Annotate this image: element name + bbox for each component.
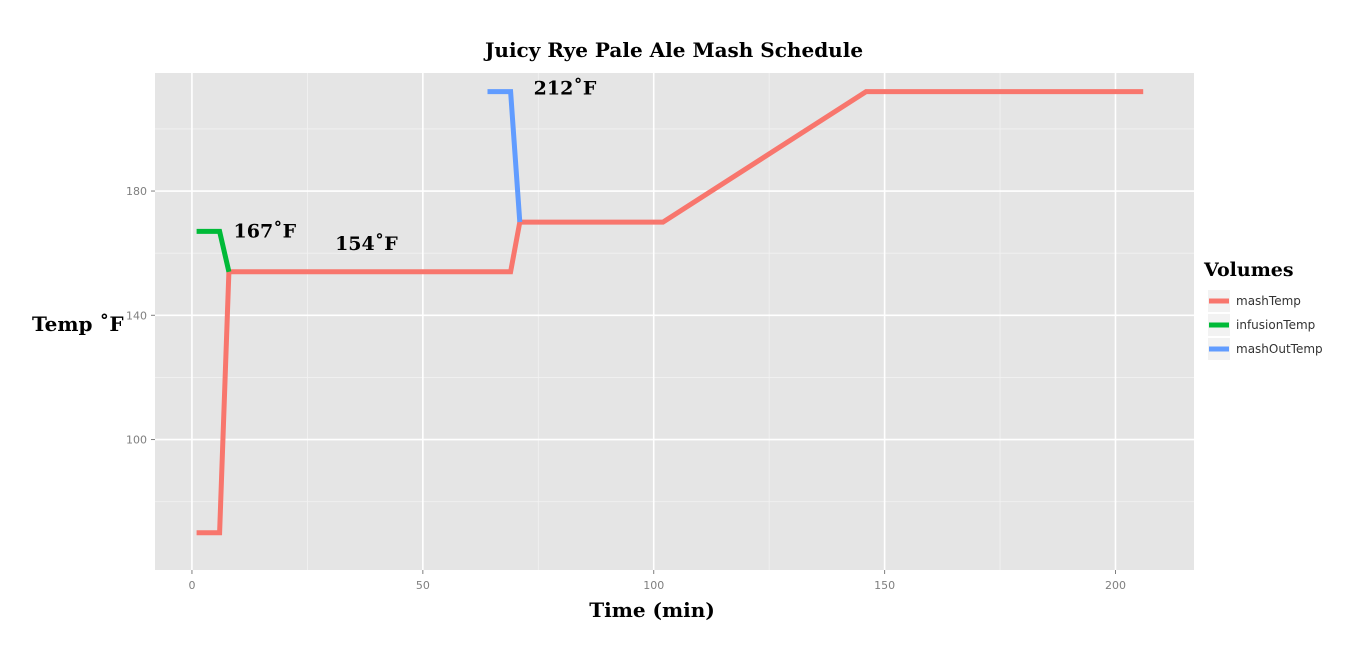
x-tick-label: 200 [1105,579,1126,592]
legend-label-mashTemp: mashTemp [1236,294,1301,308]
x-tick-label: 100 [643,579,664,592]
x-tick-label: 0 [188,579,195,592]
x-tick-label: 150 [874,579,895,592]
y-tick-label: 100 [126,434,147,447]
legend-label-mashOutTemp: mashOutTemp [1236,342,1323,356]
x-axis-title: Time (min) [589,598,715,622]
series-line-mashOutTemp [487,89,523,223]
plot-panel [155,73,1194,570]
y-tick-label: 180 [126,185,147,198]
legend-title: Volumes [1203,259,1294,281]
y-tick-label: 140 [126,309,147,322]
annotation-label: 212˚F [534,77,597,100]
series-line-infusionTemp [196,228,232,273]
x-tick-label: 50 [416,579,430,592]
annotation-label: 154˚F [335,232,398,255]
series-line-mashTemp [196,89,1144,536]
legend-label-infusionTemp: infusionTemp [1236,318,1315,332]
chart-title: Juicy Rye Pale Ale Mash Schedule [483,38,863,62]
y-axis-title: Temp ˚F [32,312,124,336]
annotation-label: 167˚F [234,220,297,243]
